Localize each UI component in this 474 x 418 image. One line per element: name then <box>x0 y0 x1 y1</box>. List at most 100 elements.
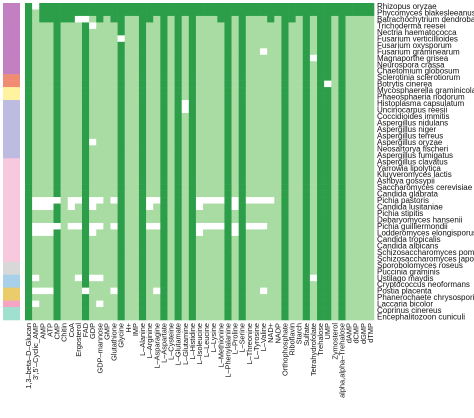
heatmap-cell <box>210 151 218 159</box>
heatmap-cell <box>153 235 161 243</box>
heatmap-cell <box>103 287 111 295</box>
heatmap-cell <box>309 15 318 23</box>
heatmap-cell <box>352 87 361 94</box>
heatmap-cell <box>203 242 211 250</box>
heatmap-cell <box>53 41 61 49</box>
heatmap-cell <box>238 190 247 198</box>
heatmap-cell <box>331 313 339 321</box>
heatmap-cell <box>331 229 339 237</box>
heatmap-cell <box>302 48 311 56</box>
heatmap-cell <box>74 35 83 43</box>
heatmap-cell <box>309 145 318 153</box>
heatmap-cell <box>274 222 282 230</box>
heatmap-cell <box>267 184 275 191</box>
heatmap-cell <box>181 145 190 153</box>
heatmap-cell <box>153 132 161 140</box>
heatmap-cell <box>317 281 325 288</box>
heatmap-cell <box>210 106 218 114</box>
heatmap-cell <box>188 222 197 230</box>
row-label: Neurospora crassa <box>377 60 445 69</box>
heatmap-cell <box>146 222 154 230</box>
heatmap-cell <box>131 177 140 185</box>
heatmap-cell <box>338 125 346 133</box>
heatmap-cell <box>274 9 282 17</box>
heatmap-cell <box>46 15 54 23</box>
heatmap-cell <box>267 93 275 101</box>
heatmap-cell <box>181 138 190 146</box>
heatmap-cell <box>295 41 304 49</box>
heatmap-cell <box>352 242 361 250</box>
heatmap-cell <box>317 54 325 62</box>
row-label: Coprinus cinereus <box>377 306 441 315</box>
heatmap-cell <box>89 229 97 237</box>
heatmap-cell <box>324 35 332 43</box>
heatmap-cell <box>124 87 133 94</box>
heatmap-cell <box>153 313 161 321</box>
heatmap-cell <box>89 106 97 114</box>
heatmap-cell <box>117 41 126 49</box>
heatmap-cell <box>146 177 154 185</box>
heatmap-cell <box>331 287 339 295</box>
heatmap-cell <box>174 28 182 36</box>
heatmap-cell <box>345 235 353 243</box>
heatmap-cell <box>331 164 339 172</box>
heatmap-cell <box>295 216 304 224</box>
heatmap-cell <box>366 22 375 30</box>
heatmap-cell <box>103 80 111 88</box>
heatmap-cell <box>317 100 325 107</box>
heatmap-cell <box>260 138 268 146</box>
group-color-swatch <box>3 294 20 301</box>
heatmap-cell <box>188 300 197 308</box>
heatmap-cell <box>245 203 254 211</box>
heatmap-cell <box>53 197 61 204</box>
heatmap-cell <box>338 287 346 295</box>
heatmap-cell <box>210 80 218 88</box>
heatmap-cell <box>267 48 275 56</box>
heatmap-cell <box>181 229 190 237</box>
heatmap-cell <box>153 74 161 81</box>
heatmap-cell <box>32 3 40 10</box>
heatmap-cell <box>138 235 147 243</box>
heatmap-cell <box>81 261 90 269</box>
heatmap-cell <box>138 87 147 94</box>
heatmap-cell <box>267 216 275 224</box>
row-label: Sclerotinia sclerotiorum <box>377 73 460 82</box>
heatmap-cell <box>160 67 168 75</box>
heatmap-cell <box>238 216 247 224</box>
heatmap-cell <box>231 300 239 308</box>
heatmap-cell <box>302 313 311 321</box>
heatmap-cell <box>281 307 289 314</box>
heatmap-cell <box>231 9 239 17</box>
heatmap-cell <box>359 138 368 146</box>
group-color-swatch <box>3 9 20 17</box>
heatmap-cell <box>174 281 182 288</box>
heatmap-cell <box>153 300 161 308</box>
heatmap-cell <box>231 255 239 263</box>
heatmap-cell <box>252 35 261 43</box>
heatmap-cell <box>317 177 325 185</box>
row-label: Aspergillus niger <box>377 125 436 134</box>
heatmap-cell <box>153 268 161 276</box>
heatmap-cell <box>217 28 225 36</box>
heatmap-cell <box>131 171 140 178</box>
heatmap-cell <box>81 93 90 101</box>
heatmap-cell <box>60 242 69 250</box>
heatmap-cell <box>39 274 47 282</box>
heatmap-cell <box>238 87 247 94</box>
heatmap-cell <box>188 203 197 211</box>
heatmap-cell <box>217 210 225 217</box>
heatmap-cell <box>131 287 140 295</box>
heatmap-cell <box>181 300 190 308</box>
heatmap-cell <box>131 281 140 288</box>
heatmap-cell <box>217 177 225 185</box>
heatmap-cell <box>224 255 232 263</box>
heatmap-cell <box>281 197 289 204</box>
heatmap-cell <box>288 158 296 166</box>
heatmap-cell <box>345 119 353 127</box>
heatmap-cell <box>309 93 318 101</box>
heatmap-cell <box>281 242 289 250</box>
column-label: L–Cysteine <box>167 323 176 360</box>
heatmap-cell <box>281 48 289 56</box>
heatmap-cell <box>74 313 83 321</box>
heatmap-cell <box>81 164 90 172</box>
